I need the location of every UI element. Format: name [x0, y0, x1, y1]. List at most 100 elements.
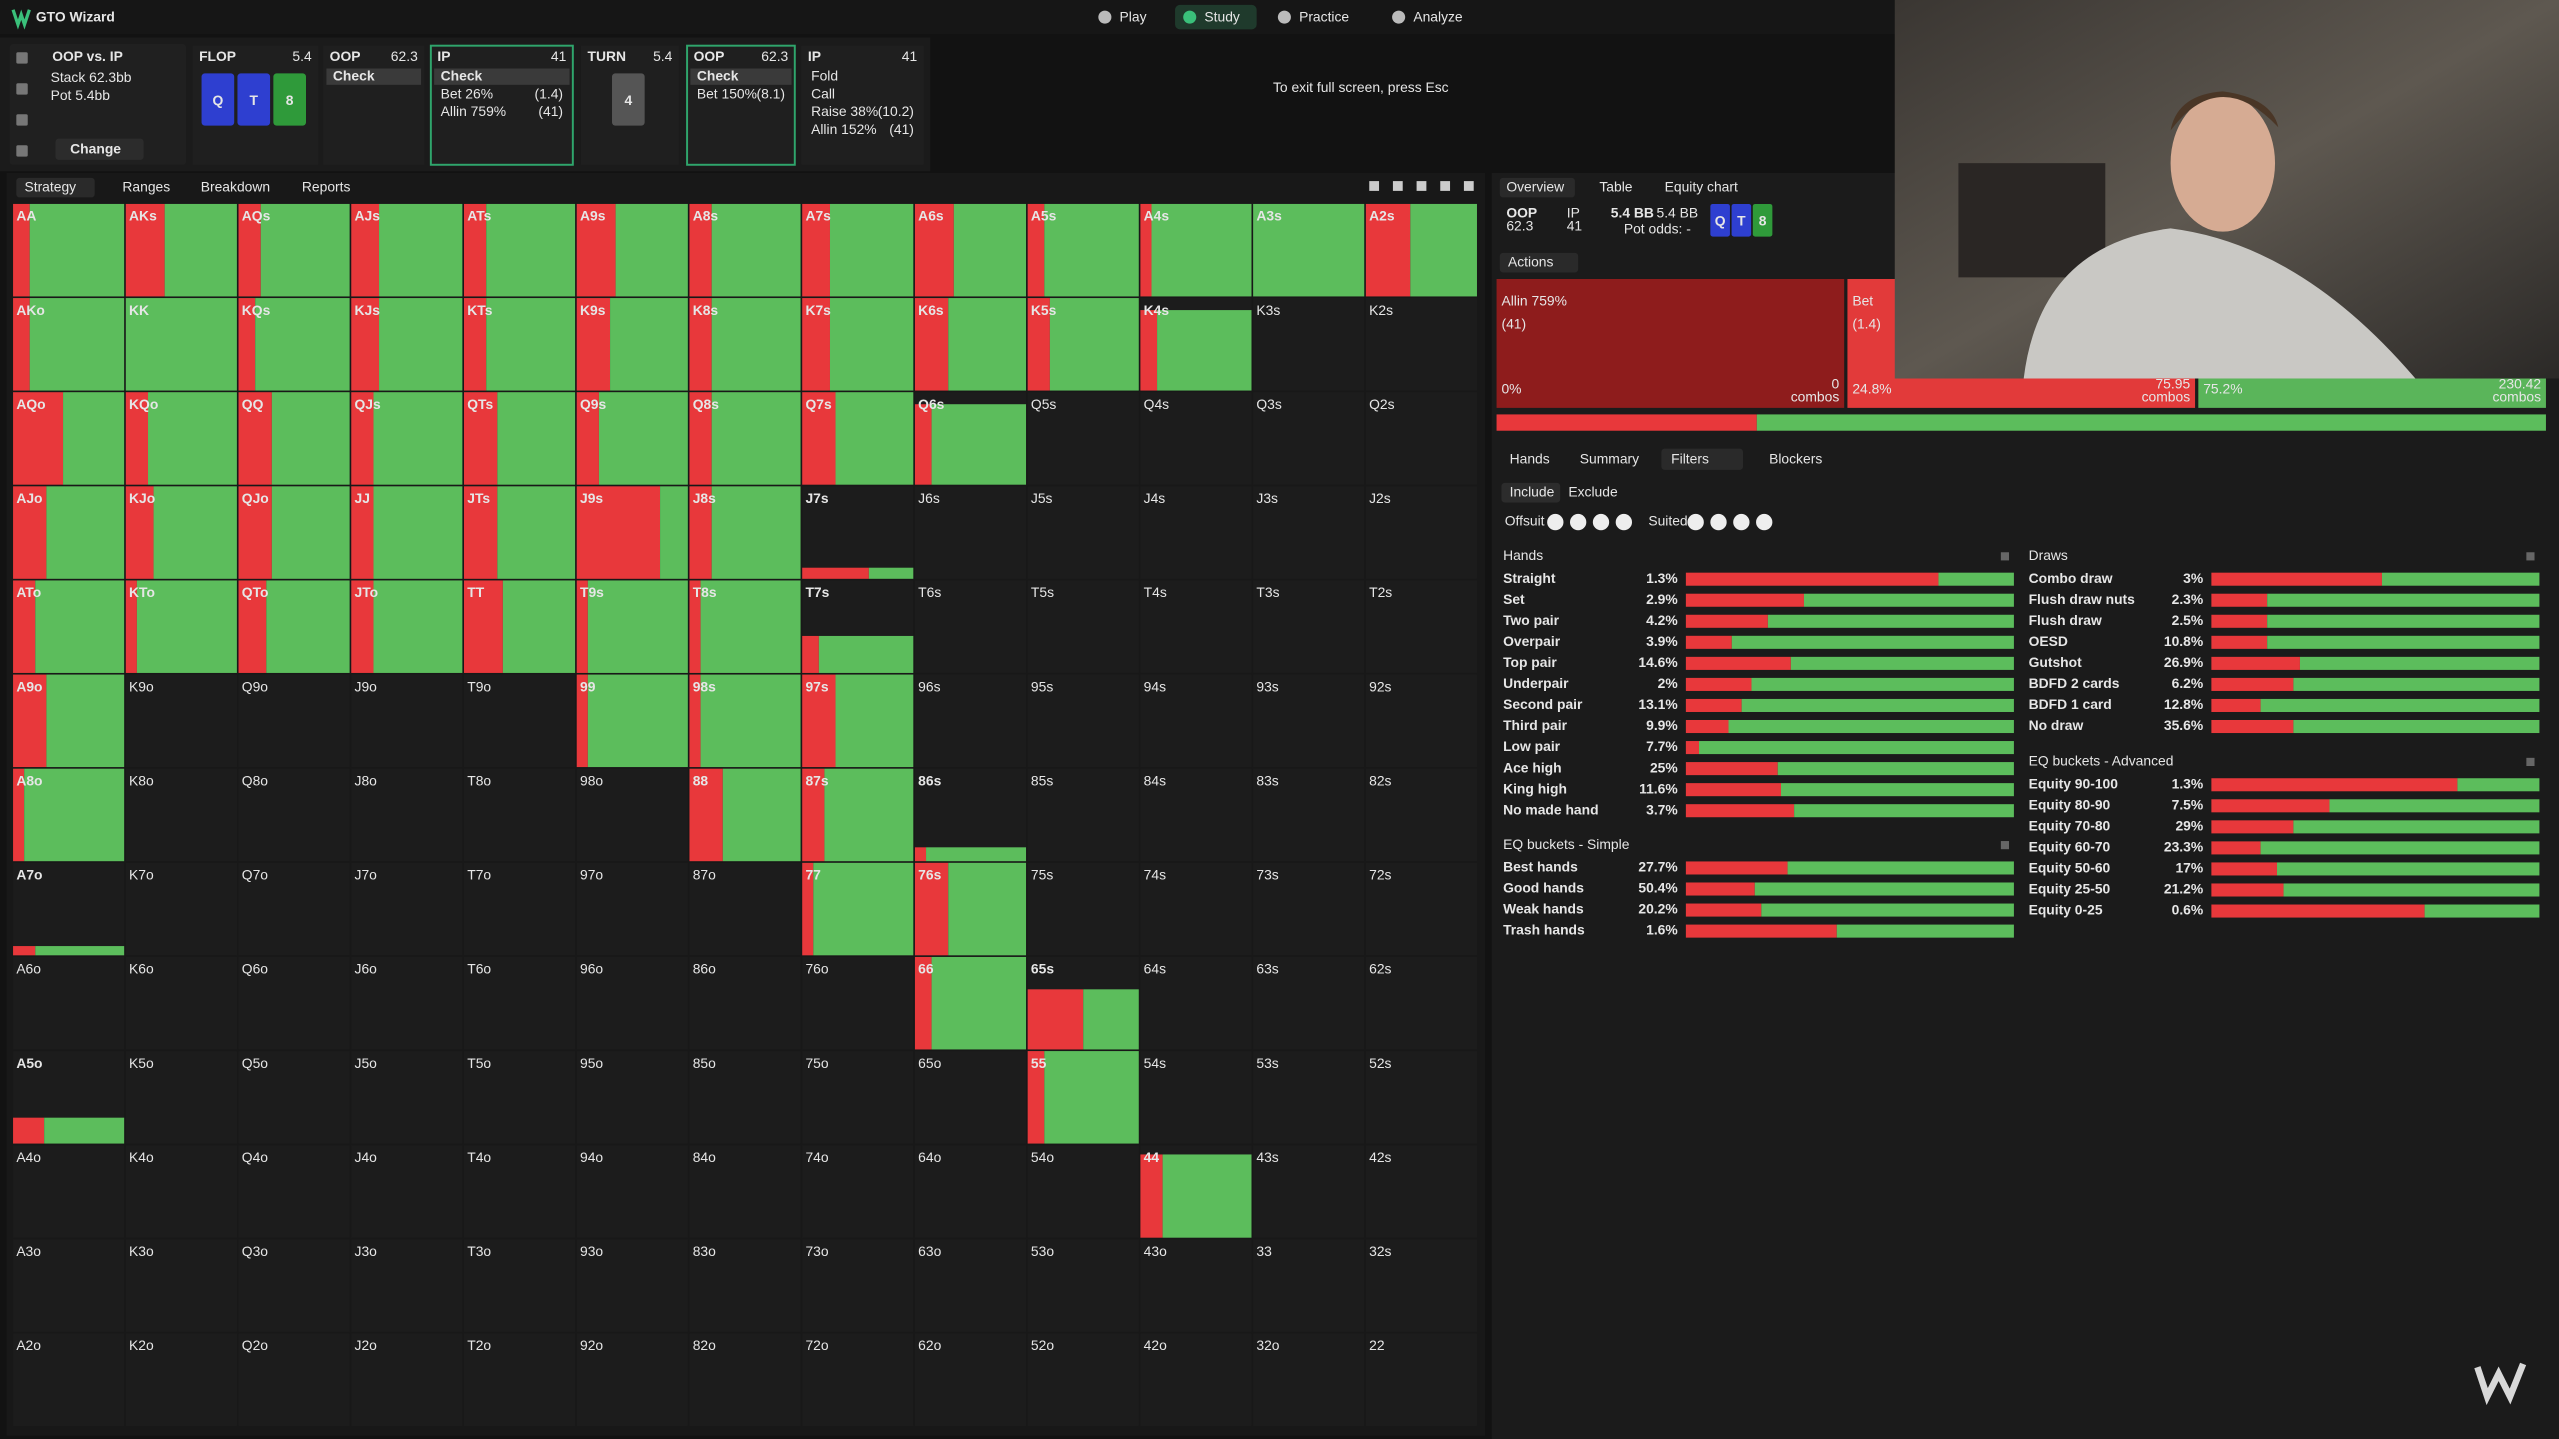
hand-cell: [125, 1333, 237, 1426]
hand-label: KJo: [129, 490, 155, 506]
filter-tab[interactable]: Filters: [1671, 451, 1709, 467]
suit-icon[interactable]: [1756, 513, 1773, 531]
history-column[interactable]: [429, 44, 574, 166]
change-button[interactable]: [55, 138, 144, 160]
hand-label: 93s: [1256, 678, 1278, 694]
row-name: No draw: [2029, 717, 2084, 733]
hand-cell: [914, 1145, 1027, 1238]
hand-label: QQ: [242, 396, 264, 412]
hand-cell: [463, 1239, 576, 1332]
hand-label: A8s: [693, 208, 719, 224]
suit-icon[interactable]: [1547, 513, 1564, 531]
action-label: Bet 150%: [697, 85, 757, 101]
overview-tab[interactable]: Equity chart: [1665, 178, 1738, 194]
row-check-bar: [1761, 903, 2014, 917]
hand-cell: [689, 1239, 801, 1332]
hand-cell: [1365, 1333, 1477, 1426]
history-column[interactable]: [686, 44, 796, 166]
allin-fill: [802, 298, 830, 391]
nav-icon: [1183, 10, 1197, 24]
tab-active: [16, 177, 95, 198]
row-share: 25%: [1650, 759, 1678, 775]
row-check-bar: [1794, 804, 2014, 818]
hand-cell: [1140, 1239, 1252, 1332]
suit-icon[interactable]: [1615, 513, 1633, 531]
allin-fill: [463, 580, 503, 673]
check-fill: [1083, 989, 1139, 1050]
hand-label: T2o: [467, 1337, 491, 1353]
row-name: Underpair: [1503, 675, 1569, 691]
strategy-tab[interactable]: Ranges: [122, 178, 170, 194]
check-fill: [818, 635, 914, 673]
hand-cell: [1365, 580, 1477, 673]
suit-icon[interactable]: [1687, 513, 1704, 531]
hand-label: 96s: [918, 678, 940, 694]
actions-menu[interactable]: [1499, 252, 1579, 273]
row-share: 17%: [2175, 860, 2203, 876]
nav-item[interactable]: Study: [1204, 9, 1240, 25]
allin-fill: [802, 567, 869, 579]
hand-cell: [351, 1239, 463, 1332]
allin-fill: [576, 486, 661, 579]
filter-tab[interactable]: Summary: [1580, 451, 1639, 467]
check-fill: [587, 674, 688, 768]
hand-cell: [1027, 1333, 1139, 1426]
hand-cell: [351, 1333, 463, 1426]
hand-cell: [914, 580, 1027, 673]
filter-tab[interactable]: Hands: [1510, 451, 1550, 467]
action-label: Bet 26%: [441, 85, 493, 101]
row-check-bar: [1790, 656, 2014, 670]
hand-label: T6s: [918, 584, 941, 600]
webcam-object: [1958, 163, 2106, 278]
hand-label: 64o: [918, 1149, 941, 1165]
hand-label: 63s: [1256, 961, 1278, 977]
check-fill: [502, 580, 576, 673]
row-allin-bar: [1685, 614, 1768, 628]
action-box[interactable]: [1496, 278, 1845, 408]
nav-item[interactable]: Play: [1120, 9, 1147, 25]
hand-cell: [13, 1239, 125, 1332]
hand-label: AJs: [355, 208, 381, 224]
row-allin-bar: [1685, 762, 1778, 776]
suit-icon[interactable]: [1710, 513, 1727, 531]
hand-cell: [1140, 862, 1252, 956]
row-name: BDFD 1 card: [2029, 696, 2112, 712]
hand-label: 42o: [1144, 1337, 1167, 1353]
strategy-tab[interactable]: Reports: [302, 178, 351, 194]
row-share: 27.7%: [1638, 859, 1677, 875]
overview-tab[interactable]: Overview: [1506, 178, 1565, 194]
filter-mode[interactable]: Exclude: [1568, 483, 1618, 499]
history-column[interactable]: [323, 45, 425, 165]
strategy-tab[interactable]: Breakdown: [201, 178, 270, 194]
hand-label: Q7o: [242, 867, 268, 883]
webcam-person-body: [2023, 228, 2416, 379]
column-amount: 41: [902, 48, 918, 64]
nav-item[interactable]: Analyze: [1413, 9, 1463, 25]
suit-icon[interactable]: [1569, 513, 1587, 531]
filter-tab[interactable]: Blockers: [1769, 451, 1822, 467]
hand-label: 94s: [1144, 678, 1166, 694]
nav-item[interactable]: Practice: [1299, 9, 1349, 25]
allin-fill: [13, 946, 36, 956]
hand-label: 42s: [1369, 1149, 1391, 1165]
row-share: 13.1%: [1638, 696, 1677, 712]
filter-mode[interactable]: Include: [1510, 483, 1555, 499]
hand-cell: [125, 862, 237, 956]
hand-label: K2o: [129, 1337, 154, 1353]
allin-fill: [13, 580, 36, 673]
overview-tab[interactable]: Table: [1599, 178, 1632, 194]
suit-icon[interactable]: [1733, 513, 1750, 531]
row-share: 11.6%: [1639, 780, 1678, 796]
row-share: 0.6%: [2172, 902, 2204, 918]
strategy-tab[interactable]: Strategy: [24, 178, 76, 194]
history-column[interactable]: [801, 45, 924, 165]
hand-label: J9o: [355, 678, 378, 694]
allin-fill: [914, 956, 932, 1050]
suit-icon[interactable]: [1592, 513, 1610, 531]
hand-cell: [238, 1145, 350, 1238]
hand-label: J6o: [355, 961, 378, 977]
hand-label: Q3s: [1256, 396, 1281, 412]
hand-label: 62o: [918, 1337, 941, 1353]
row-check-bar: [2260, 841, 2540, 855]
